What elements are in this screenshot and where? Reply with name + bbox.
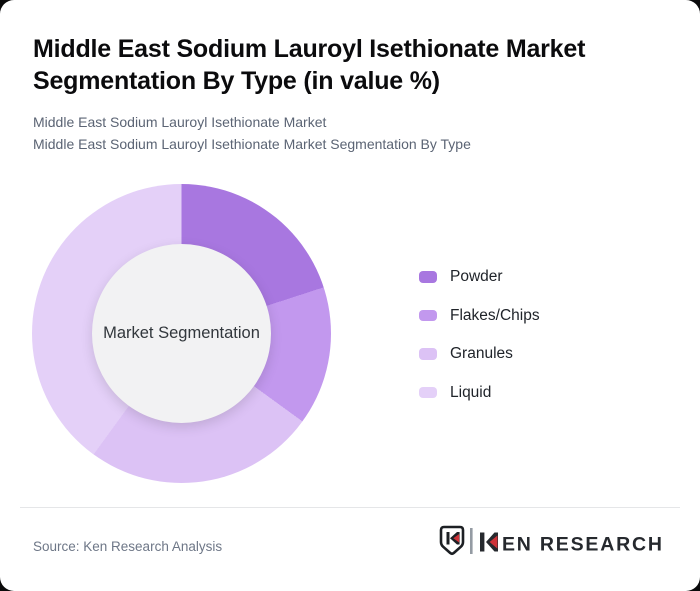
legend-swatch-powder	[419, 271, 437, 283]
legend-item-flakes-chips: Flakes/Chips	[419, 305, 540, 327]
logo-wordmark-text: EN RESEARCH	[502, 534, 664, 556]
legend-label-granules: Granules	[450, 345, 513, 362]
subtitle-line-1: Middle East Sodium Lauroyl Isethionate M…	[33, 114, 327, 130]
logo-wordmark: EN RESEARCH	[480, 532, 664, 556]
subtitle-line-2: Middle East Sodium Lauroyl Isethionate M…	[33, 135, 471, 152]
page-title: Middle East Sodium Lauroyl Isethionate M…	[33, 33, 585, 97]
legend-item-powder: Powder	[419, 266, 540, 288]
donut-center: Market Segmentation	[92, 244, 271, 423]
legend-item-liquid: Liquid	[419, 382, 540, 404]
legend-swatch-flakes-chips	[419, 309, 437, 322]
title-line-1: Middle East Sodium Lauroyl Isethionate M…	[33, 35, 586, 63]
legend-swatch-granules	[419, 348, 437, 360]
legend-label-flakes-chips: Flakes/Chips	[450, 306, 540, 324]
legend-label-powder: Powder	[450, 268, 503, 285]
title-line-2: Segmentation By Type (in value %)	[33, 67, 440, 95]
legend-label-liquid: Liquid	[450, 383, 492, 401]
donut-chart: Market Segmentation	[32, 184, 331, 483]
subtitle: Middle East Sodium Lauroyl Isethionate M…	[33, 112, 471, 155]
donut-center-label: Market Segmentation	[103, 324, 260, 342]
legend-item-granules: Granules	[419, 343, 540, 365]
source-text: Source: Ken Research Analysis	[33, 539, 223, 554]
legend-swatch-liquid	[419, 386, 437, 399]
shield-k-icon	[439, 525, 465, 556]
logo-separator	[470, 528, 473, 554]
footer-divider	[20, 507, 680, 508]
ken-research-logo: EN RESEARCH	[439, 525, 664, 556]
chart-legend: Powder Flakes/Chips Granules Liquid	[419, 266, 540, 420]
